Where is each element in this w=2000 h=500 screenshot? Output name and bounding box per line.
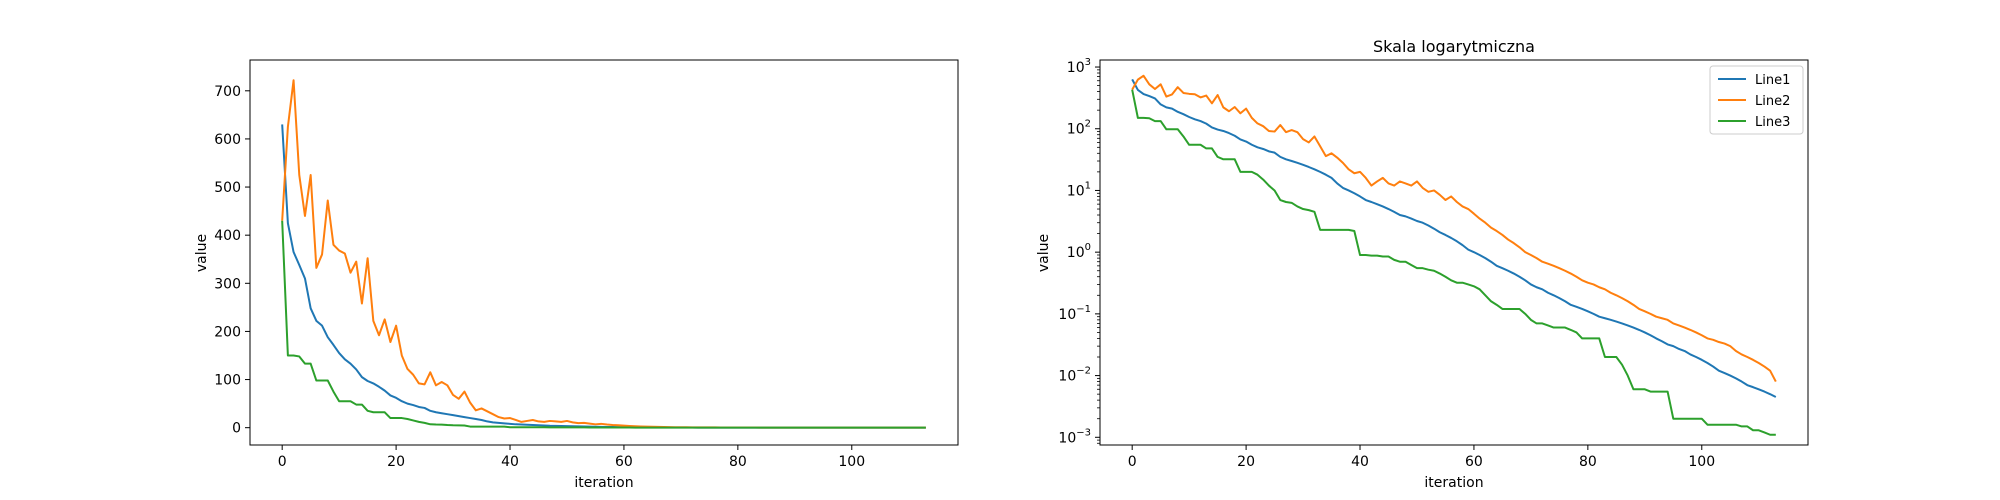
log-chart-ytick-label: 100 xyxy=(1067,242,1091,261)
log-chart-xtick-label: 40 xyxy=(1351,454,1369,470)
linear-chart-xtick-label: 80 xyxy=(729,454,747,470)
log-chart-xtick-label: 100 xyxy=(1688,454,1715,470)
log-chart-ytick-label: 101 xyxy=(1067,180,1091,199)
log-chart-series-line-3 xyxy=(1131,89,1776,436)
legend-line3-label: Line3 xyxy=(1755,115,1790,130)
legend-line2-label: Line2 xyxy=(1755,94,1790,109)
log-chart-series-line-2 xyxy=(1131,74,1777,383)
log-chart-xtick-label: 20 xyxy=(1237,454,1255,470)
linear-chart-frame xyxy=(249,59,959,446)
log-chart-xtick-label: 0 xyxy=(1128,454,1137,470)
linear-chart-ytick-label: 100 xyxy=(214,373,241,389)
linear-chart-ylabel: value xyxy=(194,234,210,272)
log-chart-ytick-label: 10−1 xyxy=(1058,304,1091,323)
linear-chart-ytick-label: 200 xyxy=(214,324,241,340)
legend: Line1 Line2 Line3 xyxy=(1709,65,1804,135)
log-chart-ticks: 0 20 40 60 80 100 10−3 10−2 10−1 100 101 102 103 xyxy=(1058,57,1715,470)
linear-chart-series-line-3 xyxy=(281,220,926,429)
linear-chart-ytick-label: 500 xyxy=(214,180,241,196)
log-chart-title: Skala logarytmiczna xyxy=(1373,37,1535,56)
linear-chart-ytick-label: 400 xyxy=(214,228,241,244)
linear-chart-ytick-label: 300 xyxy=(214,276,241,292)
log-chart-xtick-label: 80 xyxy=(1579,454,1597,470)
linear-chart-series xyxy=(281,79,926,429)
linear-chart: 0 20 40 60 80 100 0 100 200 300 400 500 600 700 itera… xyxy=(194,59,959,491)
legend-box xyxy=(1709,65,1804,135)
linear-chart-xtick-label: 100 xyxy=(838,454,865,470)
log-chart-ylabel: value xyxy=(1036,234,1052,272)
log-chart-xtick-label: 60 xyxy=(1465,454,1483,470)
linear-chart-xtick-label: 0 xyxy=(278,454,287,470)
log-chart-ytick-label: 102 xyxy=(1067,119,1091,138)
linear-chart-xtick-label: 40 xyxy=(501,454,519,470)
linear-chart-ytick-label: 0 xyxy=(232,421,241,437)
linear-chart-ytick-label: 600 xyxy=(214,132,241,148)
log-chart-series xyxy=(1131,74,1777,436)
linear-chart-xtick-label: 60 xyxy=(615,454,633,470)
log-chart-xlabel: iteration xyxy=(1424,475,1483,491)
log-chart: Skala logarytmiczna 0 20 40 60 80 100 10−3 10−2… xyxy=(1036,37,1809,491)
linear-chart-ytick-label: 700 xyxy=(214,84,241,100)
log-chart-ytick-label: 103 xyxy=(1067,57,1091,76)
legend-line1-label: Line1 xyxy=(1755,73,1790,88)
linear-chart-ticks: 0 20 40 60 80 100 0 100 200 300 400 500 600 700 xyxy=(214,84,865,470)
log-chart-frame xyxy=(1099,59,1809,446)
log-chart-ytick-label: 10−3 xyxy=(1058,427,1091,446)
log-chart-ytick-label: 10−2 xyxy=(1058,366,1091,385)
linear-chart-xtick-label: 20 xyxy=(387,454,405,470)
linear-chart-xlabel: iteration xyxy=(574,475,633,491)
log-chart-series-line-1 xyxy=(1131,78,1777,398)
